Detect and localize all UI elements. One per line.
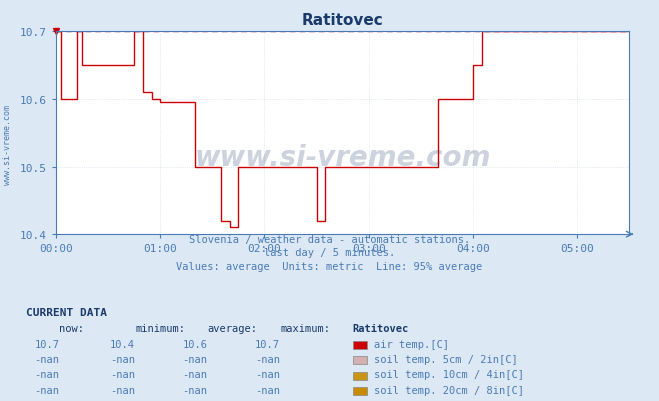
Title: Ratitovec: Ratitovec xyxy=(302,13,384,28)
Text: soil temp. 10cm / 4in[C]: soil temp. 10cm / 4in[C] xyxy=(374,369,524,379)
Text: -nan: -nan xyxy=(110,385,135,395)
Text: -nan: -nan xyxy=(255,369,280,379)
Text: 10.7: 10.7 xyxy=(34,339,59,349)
Text: -nan: -nan xyxy=(183,400,208,401)
Text: www.si-vreme.com: www.si-vreme.com xyxy=(3,104,12,184)
Text: last day / 5 minutes.: last day / 5 minutes. xyxy=(264,248,395,258)
Text: soil temp. 20cm / 8in[C]: soil temp. 20cm / 8in[C] xyxy=(374,385,524,395)
Text: maximum:: maximum: xyxy=(280,324,330,334)
Text: www.si-vreme.com: www.si-vreme.com xyxy=(194,144,491,172)
Text: Values: average  Units: metric  Line: 95% average: Values: average Units: metric Line: 95% … xyxy=(177,261,482,271)
Text: -nan: -nan xyxy=(183,369,208,379)
Text: -nan: -nan xyxy=(34,385,59,395)
Text: -nan: -nan xyxy=(183,354,208,364)
Text: -nan: -nan xyxy=(110,400,135,401)
Text: -nan: -nan xyxy=(183,385,208,395)
Text: now:: now: xyxy=(59,324,84,334)
Text: -nan: -nan xyxy=(110,354,135,364)
Text: Ratitovec: Ratitovec xyxy=(353,324,409,334)
Text: -nan: -nan xyxy=(255,385,280,395)
Text: average:: average: xyxy=(208,324,258,334)
Text: soil temp. 30cm / 12in[C]: soil temp. 30cm / 12in[C] xyxy=(374,400,530,401)
Text: 10.7: 10.7 xyxy=(255,339,280,349)
Text: soil temp. 5cm / 2in[C]: soil temp. 5cm / 2in[C] xyxy=(374,354,517,364)
Text: 10.6: 10.6 xyxy=(183,339,208,349)
Text: -nan: -nan xyxy=(255,400,280,401)
Text: -nan: -nan xyxy=(34,400,59,401)
Text: -nan: -nan xyxy=(110,369,135,379)
Text: -nan: -nan xyxy=(255,354,280,364)
Text: 10.4: 10.4 xyxy=(110,339,135,349)
Text: -nan: -nan xyxy=(34,354,59,364)
Text: CURRENT DATA: CURRENT DATA xyxy=(26,307,107,317)
Text: -nan: -nan xyxy=(34,369,59,379)
Text: air temp.[C]: air temp.[C] xyxy=(374,339,449,349)
Text: Slovenia / weather data - automatic stations.: Slovenia / weather data - automatic stat… xyxy=(189,235,470,245)
Text: minimum:: minimum: xyxy=(135,324,185,334)
